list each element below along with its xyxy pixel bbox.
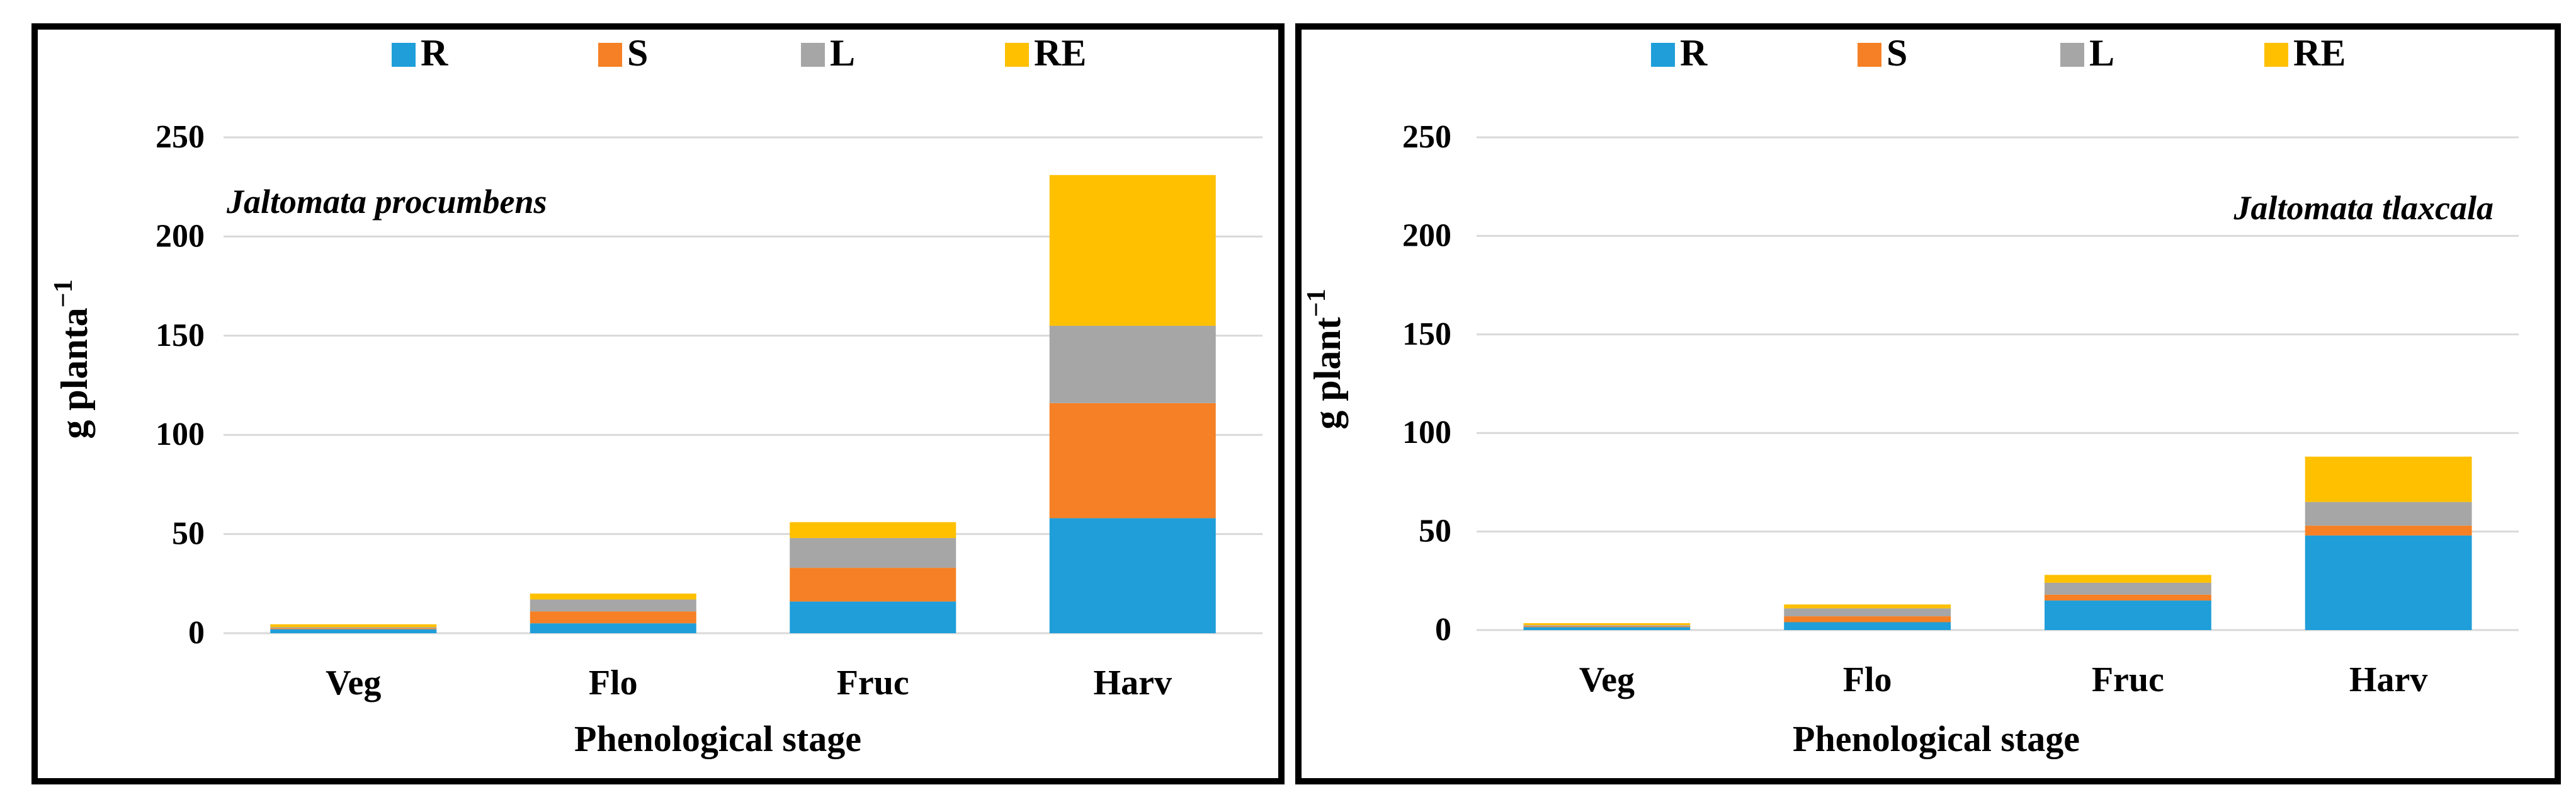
x-tick-label: Veg	[1579, 660, 1635, 699]
bar-l-veg	[1523, 625, 1691, 626]
y-tick-label: 150	[1402, 316, 1451, 352]
bar-re-flo	[530, 594, 696, 600]
legend-label-re: RE	[2293, 32, 2346, 74]
chart-panel-2: 0 50 100 150 200 250 Veg Flo Fruc Harv R S L RE Jaltom…	[1295, 23, 2561, 784]
legend-label-r: R	[421, 32, 448, 74]
bar-s-fruc	[2044, 594, 2211, 601]
x-tick-label: Fruc	[837, 663, 909, 703]
x-tick-label: Flo	[589, 663, 638, 703]
bar-r-fruc	[790, 601, 956, 633]
bar-s-flo	[530, 611, 696, 624]
legend-swatch-s	[1858, 43, 1881, 67]
legend-swatch-l	[2060, 43, 2084, 67]
bar-re-flo	[1784, 604, 1951, 609]
y-tick-label: 50	[172, 516, 205, 552]
y-axis-title: g plant−1	[1302, 289, 1348, 429]
legend-swatch-s	[598, 43, 622, 67]
legend-label-s: S	[627, 32, 648, 74]
chart-title: Jaltomata procumbens	[226, 183, 547, 221]
x-tick-label: Veg	[326, 663, 381, 703]
bar-re-fruc	[790, 522, 956, 538]
x-tick-label: Harv	[1094, 663, 1172, 703]
y-axis-title-superscript: −1	[49, 279, 78, 307]
y-axis-title-text: g planta	[54, 307, 95, 439]
legend-swatch-r	[392, 43, 416, 67]
bar-s-veg	[1523, 626, 1691, 628]
bar-l-fruc	[2044, 582, 2211, 595]
chart-title: Jaltomata tlaxcala	[2233, 189, 2494, 227]
bar-re-harv	[2305, 456, 2472, 502]
legend-label-re: RE	[1034, 32, 1086, 74]
bar-r-harv	[2305, 535, 2472, 630]
y-tick-label: 0	[1435, 612, 1451, 648]
x-tick-label: Flo	[1843, 660, 1892, 699]
bar-r-flo	[530, 623, 696, 633]
bar-l-harv	[2305, 502, 2472, 526]
y-axis-title-superscript: −1	[1302, 289, 1331, 317]
x-tick-label: Fruc	[2092, 660, 2164, 699]
bar-r-veg	[1523, 627, 1691, 630]
bar-l-harv	[1049, 326, 1216, 403]
legend-label-r: R	[1680, 32, 1708, 74]
legend-swatch-re	[1005, 43, 1029, 67]
bar-r-harv	[1049, 518, 1216, 633]
y-tick-label: 250	[156, 119, 205, 155]
legend-swatch-re	[2264, 43, 2288, 67]
bar-re-harv	[1049, 175, 1216, 326]
y-tick-label: 0	[188, 615, 205, 651]
y-axis-title-text: g plant	[1307, 317, 1348, 429]
bar-l-flo	[530, 599, 696, 612]
y-tick-label: 250	[1402, 119, 1451, 155]
y-tick-label: 200	[156, 218, 205, 254]
legend-label-l: L	[2089, 32, 2114, 74]
bar-s-fruc	[790, 568, 956, 602]
bar-re-fruc	[2044, 575, 2211, 583]
legend-swatch-r	[1651, 43, 1675, 67]
bar-re-veg	[1523, 623, 1691, 626]
bar-r-fruc	[2044, 600, 2211, 630]
y-axis-title: g planta−1	[49, 279, 95, 439]
y-tick-label: 50	[1419, 514, 1451, 549]
legend-swatch-l	[801, 43, 825, 67]
y-tick-label: 100	[156, 416, 205, 452]
bar-s-harv	[2305, 525, 2472, 536]
legend-label-s: S	[1887, 32, 1907, 74]
bar-r-veg	[270, 629, 437, 633]
bar-l-flo	[1784, 608, 1951, 617]
bar-s-flo	[1784, 616, 1951, 623]
chart-panel-1: 0 50 100 150 200 250 Veg Flo Fruc Harv R S L RE Jaltom…	[31, 23, 1285, 784]
bar-r-flo	[1784, 622, 1951, 630]
chart-frame	[1295, 23, 2561, 784]
y-tick-label: 200	[1402, 217, 1451, 253]
bar-s-harv	[1049, 403, 1216, 519]
x-axis-title: Phenological stage	[574, 718, 861, 759]
bar-l-veg	[270, 627, 437, 629]
legend-label-l: L	[830, 32, 855, 74]
x-tick-label: Harv	[2349, 660, 2427, 699]
bar-l-fruc	[790, 537, 956, 568]
bar-re-veg	[270, 624, 437, 628]
x-axis-title: Phenological stage	[1793, 718, 2080, 759]
bar-s-veg	[270, 628, 437, 629]
y-tick-label: 100	[1402, 415, 1451, 450]
y-tick-label: 150	[156, 318, 205, 353]
